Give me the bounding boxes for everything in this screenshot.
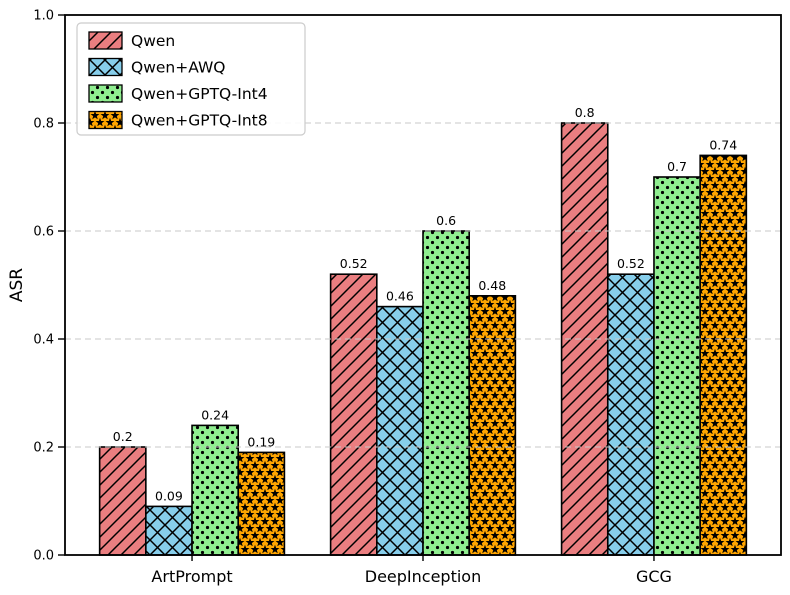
bar-value-label: 0.09 <box>155 488 183 503</box>
legend-label: Qwen <box>131 32 175 50</box>
axes-frame <box>64 14 782 556</box>
x-category-label: DeepInception <box>365 567 481 586</box>
y-tick-label: 0.2 <box>33 441 54 456</box>
bar-value-label: 0.46 <box>386 289 414 304</box>
bar-value-label: 0.8 <box>575 105 595 120</box>
bar-deepinception-series3 <box>468 294 517 556</box>
legend-label: Qwen+GPTQ-Int8 <box>131 112 268 130</box>
legend-swatch <box>88 110 123 130</box>
legend-box <box>76 22 306 136</box>
y-axis-title: ASR <box>7 268 27 302</box>
bar-gcg-series2 <box>653 176 701 556</box>
bar-value-label: 0.6 <box>436 213 456 228</box>
x-category-label: GCG <box>636 567 672 586</box>
y-tick-label: 0.6 <box>33 225 54 240</box>
bar-value-label: 0.7 <box>667 159 687 174</box>
bar-artprompt-series0 <box>98 446 147 556</box>
x-category-label: ArtPrompt <box>151 567 232 586</box>
legend-label: Qwen+GPTQ-Int4 <box>131 85 268 103</box>
bar-artprompt-series3 <box>237 451 286 556</box>
y-tick-label: 0.0 <box>33 549 54 564</box>
y-tick-label: 0.4 <box>33 333 54 348</box>
bar-value-label: 0.19 <box>247 434 275 449</box>
legend-swatch <box>88 57 123 77</box>
bar-deepinception-series0 <box>329 273 378 556</box>
bar-gcg-series3 <box>699 154 748 556</box>
bar-artprompt-series1 <box>145 505 193 556</box>
legend-swatch <box>88 84 123 103</box>
bar-value-label: 0.74 <box>709 137 737 152</box>
legend-swatch <box>88 31 123 50</box>
bar-value-label: 0.24 <box>201 407 229 422</box>
legend-label: Qwen+AWQ <box>131 59 226 77</box>
bar-deepinception-series2 <box>422 230 470 556</box>
bar-artprompt-series2 <box>191 424 240 556</box>
y-tick-label: 1.0 <box>33 9 54 24</box>
bar-deepinception-series1 <box>376 305 424 556</box>
y-tick-label: 0.8 <box>33 117 54 132</box>
bar-value-label: 0.48 <box>478 278 506 293</box>
bar-value-label: 0.52 <box>340 256 368 271</box>
bar-value-label: 0.2 <box>113 429 133 444</box>
legend: Qwen Qwen+AWQ Qwen+GPTQ-Int4 Qwen+GPTQ-Int8 <box>76 22 306 136</box>
bar-value-label: 0.52 <box>617 256 645 271</box>
bar-gcg-series1 <box>606 273 655 556</box>
